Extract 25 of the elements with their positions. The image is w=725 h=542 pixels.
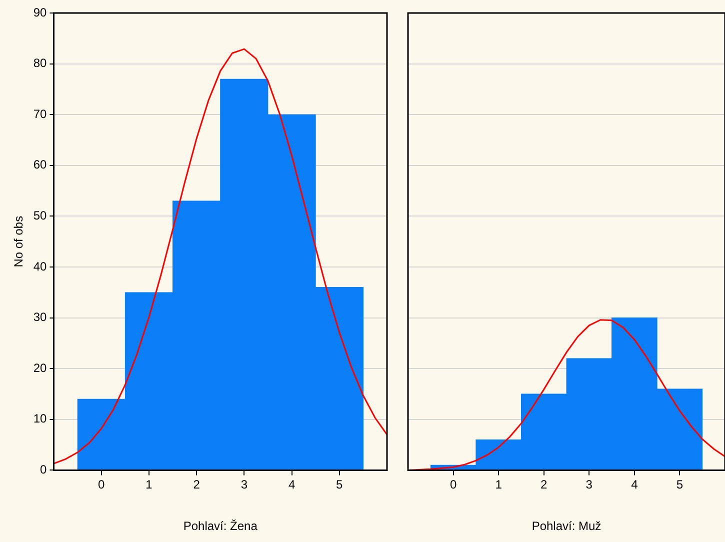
y-tick-label: 90 (33, 5, 48, 20)
x-tick-label: 5 (676, 478, 684, 492)
y-tick-label: 60 (33, 158, 48, 172)
x-tick-label: 1 (146, 478, 153, 492)
x-tick-label: 3 (586, 478, 593, 492)
x-tick-label: 3 (240, 478, 248, 492)
y-tick-label: 50 (33, 208, 48, 223)
x-tick-label: 2 (540, 478, 548, 492)
x-tick-label: 2 (193, 478, 200, 492)
x-axis-title: Pohlaví: Žena (183, 519, 258, 534)
y-tick-label: 40 (33, 259, 48, 274)
x-tick-label: 0 (98, 478, 106, 492)
y-tick-label: 80 (33, 56, 48, 70)
y-axis-title: No of obs (12, 216, 26, 268)
x-axis-title: Pohlaví: Muž (532, 519, 602, 534)
x-tick-label: 5 (336, 478, 344, 492)
x-tick-label: 4 (288, 478, 296, 492)
x-tick-label: 0 (450, 478, 457, 492)
y-tick-label: 0 (40, 462, 48, 477)
y-tick-label: 30 (33, 310, 48, 324)
y-tick-label: 10 (33, 412, 48, 426)
y-tick-label: 20 (33, 360, 48, 375)
y-tick-label: 70 (33, 106, 48, 121)
x-tick-label: 4 (631, 478, 638, 492)
x-tick-label: 1 (495, 478, 502, 492)
